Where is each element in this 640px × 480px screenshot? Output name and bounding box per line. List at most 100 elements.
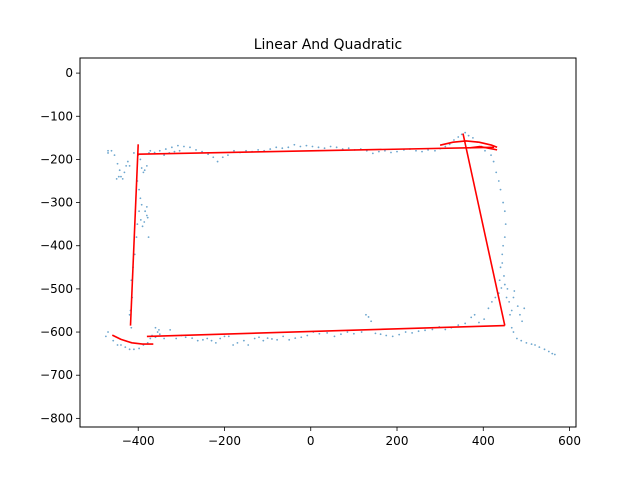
scatter-point xyxy=(510,309,513,312)
scatter-point xyxy=(117,175,120,178)
scatter-point xyxy=(473,313,476,316)
scatter-point xyxy=(184,336,187,339)
scatter-point xyxy=(460,133,463,136)
scatter-point xyxy=(551,352,554,355)
scatter-point xyxy=(467,134,470,137)
scatter-point xyxy=(498,279,501,282)
scatter-point xyxy=(516,305,519,308)
scatter-point xyxy=(271,338,273,340)
scatter-point xyxy=(138,188,140,191)
scatter-point xyxy=(478,321,480,324)
scatter-point xyxy=(293,143,296,146)
scatter-point xyxy=(390,151,392,154)
scatter-point xyxy=(173,150,176,153)
scatter-point xyxy=(495,171,498,174)
scatter-point xyxy=(516,337,518,340)
scatter-point xyxy=(128,348,131,351)
scatter-point xyxy=(107,331,109,333)
scatter-point xyxy=(143,169,146,172)
scatter-point xyxy=(214,341,217,344)
scatter-point xyxy=(115,177,118,180)
scatter-point xyxy=(219,337,222,340)
scatter-point xyxy=(169,328,172,331)
scatter-point xyxy=(510,326,513,329)
scatter-point xyxy=(499,266,502,269)
scatter-point xyxy=(534,344,536,346)
x-tick-label: 600 xyxy=(558,434,581,448)
scatter-point xyxy=(340,333,342,336)
scatter-point xyxy=(138,210,140,213)
scatter-point xyxy=(398,333,401,336)
scatter-point xyxy=(306,334,309,337)
scatter-point xyxy=(484,149,486,152)
scatter-point xyxy=(444,328,447,331)
scatter-point xyxy=(421,150,423,153)
scatter-point xyxy=(233,149,235,152)
scatter-point xyxy=(294,337,297,339)
scatter-point xyxy=(221,156,224,159)
scatter-point xyxy=(149,149,152,152)
scatter-point xyxy=(133,348,135,351)
scatter-point xyxy=(503,236,506,239)
scatter-point xyxy=(258,336,260,339)
y-tick-label: −100 xyxy=(40,109,73,123)
scatter-point xyxy=(216,160,219,163)
scatter-point xyxy=(404,331,407,333)
scatter-point xyxy=(142,171,145,174)
scatter-point xyxy=(490,300,493,303)
scatter-point xyxy=(501,262,504,264)
scatter-point xyxy=(427,149,429,151)
scatter-point xyxy=(501,253,504,256)
scatter-point xyxy=(553,353,556,356)
scatter-point xyxy=(453,139,455,141)
scatter-point xyxy=(153,151,156,154)
scatter-point xyxy=(457,136,460,138)
scatter-point xyxy=(104,335,107,338)
scatter-point xyxy=(177,144,179,147)
scatter-point xyxy=(385,334,388,337)
scatter-point xyxy=(227,154,229,157)
scatter-point xyxy=(464,131,467,134)
scatter-point xyxy=(287,146,290,149)
fit-line-7 xyxy=(470,145,498,151)
scatter-point xyxy=(512,331,515,333)
scatter-point xyxy=(288,338,291,341)
scatter-point xyxy=(206,337,209,340)
scatter-point xyxy=(374,332,377,335)
x-tick-label: 0 xyxy=(307,434,315,448)
scatter-point xyxy=(135,236,138,239)
fit-line-5 xyxy=(111,334,154,345)
scatter-point xyxy=(227,335,230,338)
scatter-point xyxy=(513,290,516,292)
scatter-point xyxy=(305,144,308,147)
scatter-point xyxy=(506,287,509,290)
scatter-point xyxy=(504,223,507,226)
scatter-point xyxy=(144,210,147,213)
scatter-point xyxy=(183,145,185,148)
scatter-point xyxy=(281,147,284,150)
x-tick-label: 400 xyxy=(472,434,495,448)
scatter-point xyxy=(424,329,426,332)
scatter-point xyxy=(483,318,486,321)
scatter-point xyxy=(145,205,148,208)
x-tick-label: −200 xyxy=(208,434,241,448)
scatter-point xyxy=(202,338,204,341)
scatter-point xyxy=(512,296,515,299)
scatter-point xyxy=(335,146,338,149)
scatter-point xyxy=(154,326,157,329)
scatter-point xyxy=(411,332,414,334)
y-tick-label: −500 xyxy=(40,282,73,296)
y-tick-label: −700 xyxy=(40,368,73,382)
scatter-point xyxy=(323,147,326,150)
scatter-point xyxy=(236,341,239,344)
scatter-point xyxy=(276,338,279,341)
fit-line-4 xyxy=(146,324,505,338)
scatter-point xyxy=(107,152,109,154)
scatter-point xyxy=(112,339,115,342)
scatter-point xyxy=(147,236,150,239)
scatter-point xyxy=(146,216,149,219)
scatter-point xyxy=(434,149,436,152)
scatter-point xyxy=(370,320,373,323)
scatter-point xyxy=(201,150,203,153)
